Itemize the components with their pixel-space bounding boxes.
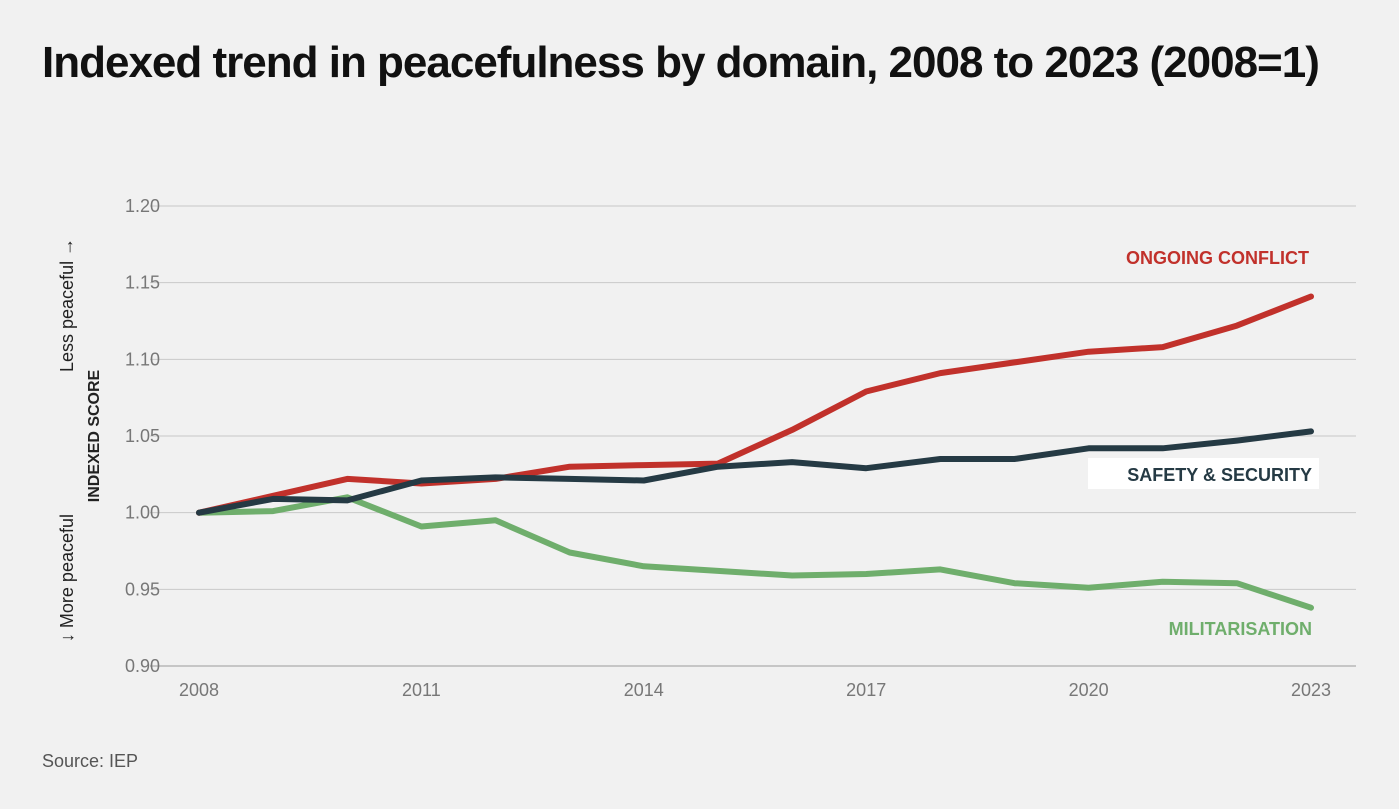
arrow-up-icon: → bbox=[57, 238, 77, 261]
x-tick-label: 2008 bbox=[179, 680, 219, 700]
series-lines bbox=[196, 293, 1314, 611]
y-tick-label: 1.05 bbox=[125, 426, 160, 446]
y-tick-label: 1.20 bbox=[125, 196, 160, 216]
series-label-safety-security: SAFETY & SECURITY bbox=[1127, 465, 1312, 485]
y-tick-label: 0.90 bbox=[125, 656, 160, 676]
x-tick-label: 2014 bbox=[624, 680, 664, 700]
y-tick-label: 1.00 bbox=[125, 503, 160, 523]
series-label-ongoing-conflict: ONGOING CONFLICT bbox=[1126, 248, 1309, 268]
series-line-militarisation bbox=[196, 494, 1314, 611]
x-tick-labels: 2008 2011 2014 2017 2020 2023 bbox=[179, 680, 1331, 700]
y-tick-label: 1.10 bbox=[125, 349, 160, 369]
x-tick-label: 2017 bbox=[846, 680, 886, 700]
y-tick-labels: 0.90 0.95 1.00 1.05 1.10 1.15 1.20 bbox=[125, 196, 160, 676]
x-tick-label: 2023 bbox=[1291, 680, 1331, 700]
series-labels: ONGOING CONFLICT SAFETY & SECURITY MILITAR… bbox=[1088, 248, 1319, 639]
series-line-ongoing-conflict bbox=[196, 293, 1314, 516]
less-peaceful-label: Less peaceful → bbox=[57, 238, 77, 372]
gridlines bbox=[150, 205, 1356, 667]
more-peaceful-label: ↓ More peaceful bbox=[57, 514, 77, 642]
series-line-safety-security bbox=[196, 428, 1314, 516]
y-tick-label: 0.95 bbox=[125, 579, 160, 599]
arrow-down-icon: ↓ bbox=[57, 628, 77, 642]
source-note: Source: IEP bbox=[42, 751, 139, 771]
y-axis-annotation: ↓ More peaceful Less peaceful → INDEXED … bbox=[57, 238, 103, 642]
x-tick-label: 2020 bbox=[1069, 680, 1109, 700]
chart-title: Indexed trend in peacefulness by domain,… bbox=[42, 38, 1320, 87]
x-tick-label: 2011 bbox=[402, 680, 441, 700]
label-background bbox=[1088, 458, 1319, 489]
y-axis-title: INDEXED SCORE bbox=[86, 369, 103, 502]
series-label-militarisation: MILITARISATION bbox=[1169, 619, 1312, 639]
y-tick-label: 1.15 bbox=[125, 273, 160, 293]
